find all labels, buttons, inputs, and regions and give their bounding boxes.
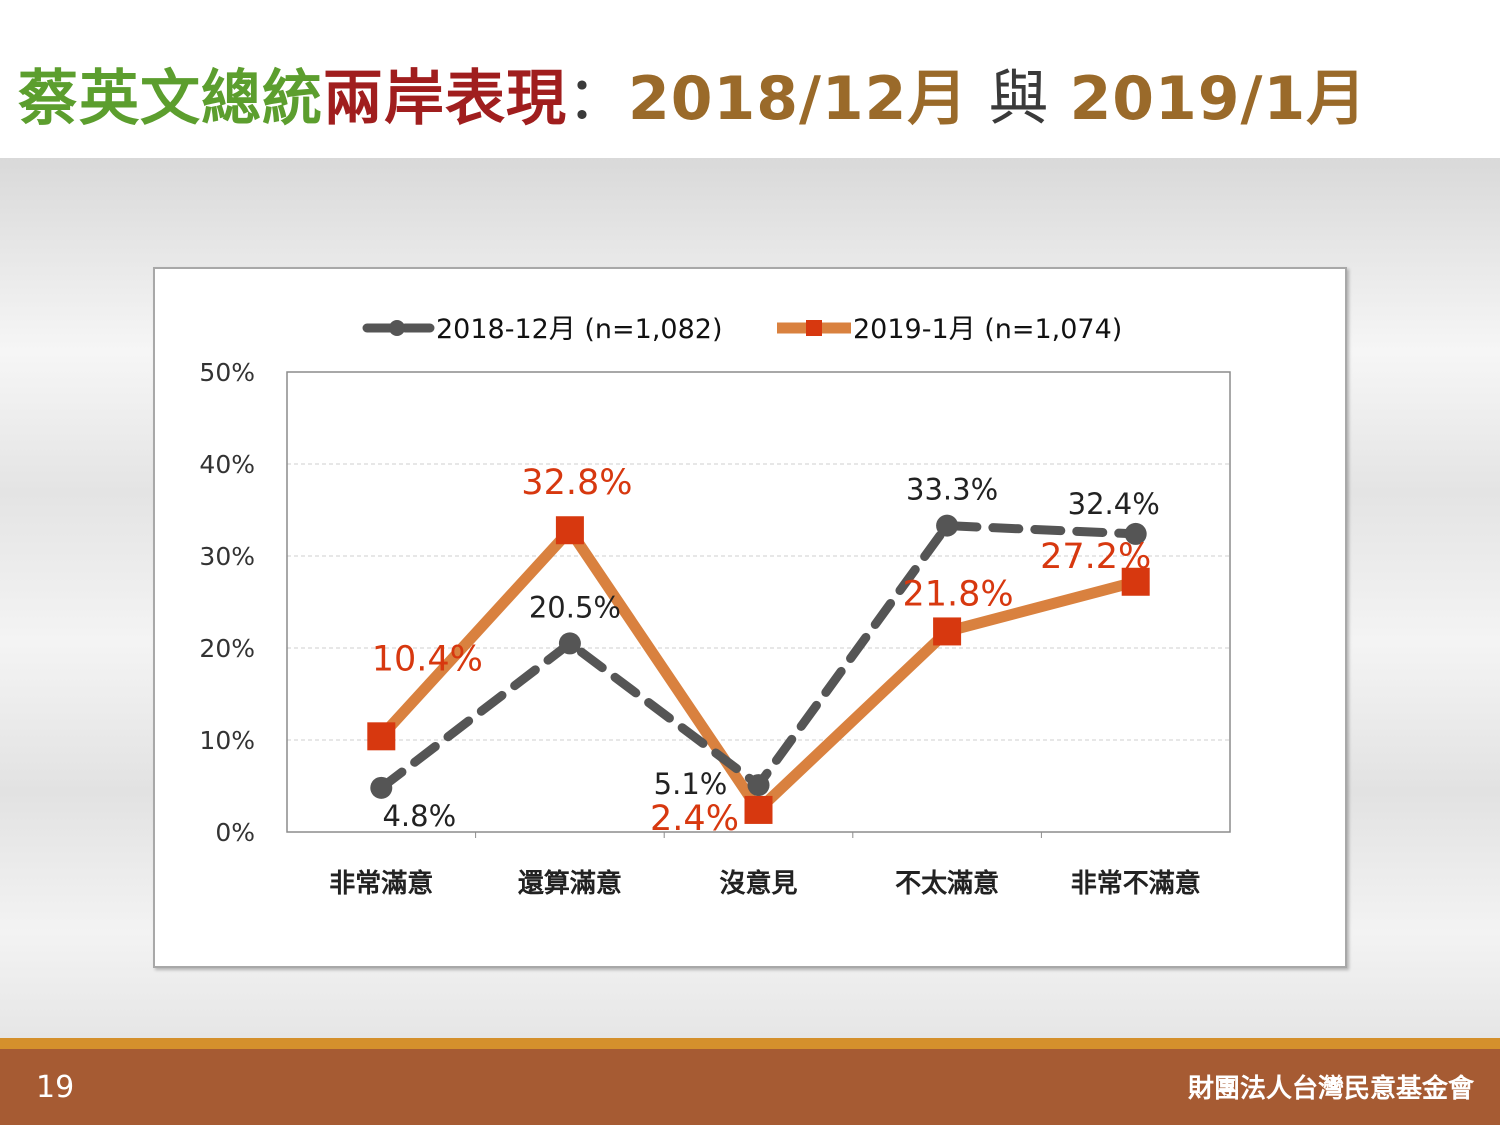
- chart-legend: 2018-12月 (n=1,082) 2019-1月 (n=1,074): [362, 314, 1122, 345]
- legend-marker-2018-12: [389, 320, 405, 336]
- data-label-2019-01: 2.4%: [650, 799, 739, 839]
- data-label-2019-01: 32.8%: [521, 463, 632, 503]
- x-tick-label: 非常不滿意: [1071, 868, 1201, 899]
- point-2019-01: [933, 617, 962, 646]
- footer-accent-line: [0, 1038, 1500, 1049]
- y-tick-label: 0%: [215, 818, 255, 847]
- y-tick-label: 10%: [199, 726, 255, 755]
- label-layer: 4.8% 20.5% 5.1% 33.3% 32.4% 10.4% 32.8% 2.4% 21.…: [372, 463, 1160, 839]
- grid-layer: [287, 371, 1230, 741]
- point-2019-01: [555, 516, 584, 545]
- line-chart: 0% 10% 20% 30% 40% 50% 非常滿意 還算滿意 沒意見 不太滿意 非常不滿意 4.…: [199, 314, 1231, 899]
- series-layer: [367, 514, 1150, 824]
- y-tick-label: 40%: [199, 450, 255, 479]
- point-2018-12: [558, 632, 581, 655]
- organization-name: 財團法人台灣民意基金會: [1187, 1074, 1474, 1104]
- footer-bar: [0, 1049, 1500, 1125]
- title-bar: 蔡英文總統兩岸表現：2018/12月 與 2019/1月: [0, 0, 1500, 158]
- legend-marker-2019-01: [806, 320, 822, 336]
- point-2018-12: [747, 774, 770, 797]
- y-tick-label: 20%: [199, 634, 255, 663]
- point-2019-01: [1121, 567, 1150, 596]
- point-2019-01: [744, 795, 773, 824]
- x-tick-label: 非常滿意: [329, 868, 433, 899]
- y-tick-label: 30%: [199, 542, 255, 571]
- data-label-2019-01: 10.4%: [372, 639, 483, 679]
- chart-frame: 0% 10% 20% 30% 40% 50% 非常滿意 還算滿意 沒意見 不太滿意 非常不滿意 4.…: [153, 267, 1347, 968]
- x-tick-label: 不太滿意: [895, 868, 999, 899]
- point-2018-12: [1124, 522, 1147, 545]
- data-label-2018-12: 33.3%: [906, 473, 998, 507]
- page-number: 19: [36, 1070, 75, 1105]
- x-tick-label: 沒意見: [719, 868, 797, 899]
- data-label-2018-12: 20.5%: [529, 590, 621, 624]
- data-label-2018-12: 5.1%: [654, 767, 728, 801]
- point-2019-01: [367, 722, 396, 751]
- title-separator: ：: [567, 64, 628, 134]
- legend-label-2018-12: 2018-12月 (n=1,082): [436, 314, 723, 345]
- series-line-2018-12: [376, 521, 1141, 793]
- data-label-2019-01: 27.2%: [1040, 537, 1151, 577]
- title-part2: 兩岸表現: [323, 64, 567, 134]
- series-line-2019-01: [377, 521, 1138, 819]
- data-label-2019-01: 21.8%: [903, 574, 1014, 614]
- title-and: 與: [968, 64, 1070, 134]
- point-2018-12: [370, 776, 393, 799]
- page-title: 蔡英文總統兩岸表現：2018/12月 與 2019/1月: [18, 50, 1367, 137]
- data-label-2018-12: 32.4%: [1068, 487, 1160, 521]
- title-date2: 2019/1月: [1069, 64, 1368, 134]
- title-date1: 2018/12月: [628, 64, 969, 134]
- axis-layer: 0% 10% 20% 30% 40% 50% 非常滿意 還算滿意 沒意見 不太滿意 非常不滿意: [199, 358, 1231, 899]
- x-tick-label: 還算滿意: [518, 868, 622, 899]
- legend-label-2019-01: 2019-1月 (n=1,074): [853, 314, 1122, 345]
- point-2018-12: [936, 514, 959, 537]
- title-part1: 蔡英文總統: [18, 64, 323, 134]
- y-tick-label: 50%: [199, 358, 255, 387]
- plot-border: [286, 371, 1231, 833]
- data-label-2018-12: 4.8%: [382, 799, 456, 833]
